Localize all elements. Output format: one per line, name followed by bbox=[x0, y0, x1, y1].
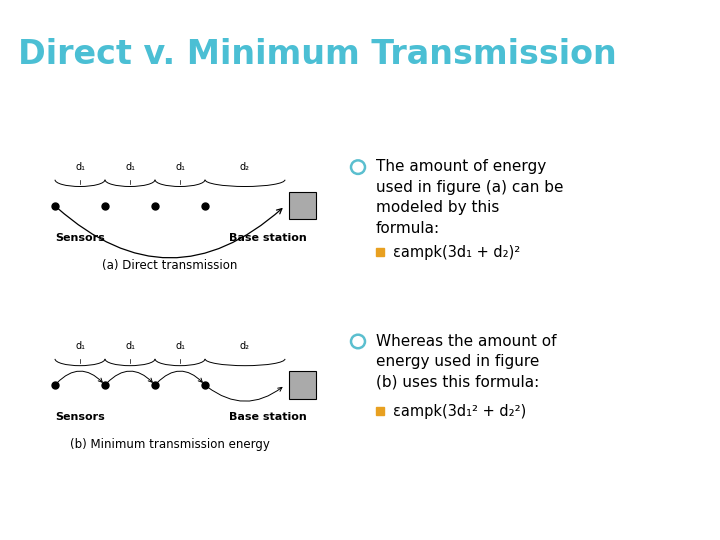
Text: d₁: d₁ bbox=[75, 341, 85, 351]
Text: Whereas the amount of
energy used in figure
(b) uses this formula:: Whereas the amount of energy used in fig… bbox=[376, 334, 557, 389]
FancyArrowPatch shape bbox=[57, 208, 282, 258]
Text: (a) Direct transmission: (a) Direct transmission bbox=[102, 259, 238, 272]
Text: The amount of energy
used in figure (a) can be
modeled by this
formula:: The amount of energy used in figure (a) … bbox=[376, 159, 564, 235]
Text: Sensors: Sensors bbox=[55, 412, 105, 422]
Text: d₁: d₁ bbox=[125, 341, 135, 351]
Text: Direct v. Minimum Transmission: Direct v. Minimum Transmission bbox=[18, 38, 617, 71]
FancyArrowPatch shape bbox=[207, 387, 282, 401]
Text: Sensors: Sensors bbox=[55, 233, 105, 243]
FancyArrowPatch shape bbox=[57, 371, 102, 383]
FancyArrowPatch shape bbox=[107, 371, 153, 383]
Text: d₁: d₁ bbox=[175, 162, 185, 172]
Text: d₁: d₁ bbox=[125, 162, 135, 172]
Text: εampk(3d₁² + d₂²): εampk(3d₁² + d₂²) bbox=[393, 404, 526, 418]
Text: d₁: d₁ bbox=[175, 341, 185, 351]
FancyBboxPatch shape bbox=[289, 192, 316, 219]
FancyArrowPatch shape bbox=[157, 371, 202, 383]
Text: d₂: d₂ bbox=[240, 162, 250, 172]
Text: d₁: d₁ bbox=[75, 162, 85, 172]
Text: Base station: Base station bbox=[229, 233, 307, 243]
Text: d₂: d₂ bbox=[240, 341, 250, 351]
FancyBboxPatch shape bbox=[289, 372, 316, 399]
Text: εampk(3d₁ + d₂)²: εampk(3d₁ + d₂)² bbox=[393, 245, 521, 260]
Text: Base station: Base station bbox=[229, 412, 307, 422]
Text: (b) Minimum transmission energy: (b) Minimum transmission energy bbox=[70, 438, 270, 451]
